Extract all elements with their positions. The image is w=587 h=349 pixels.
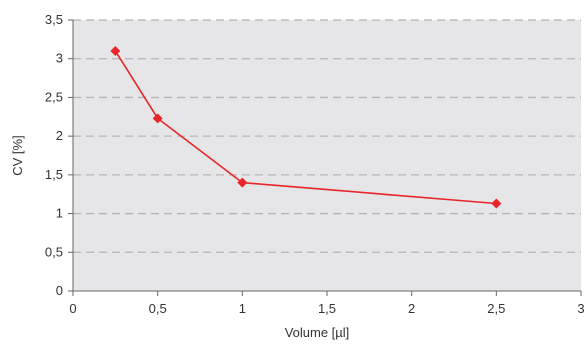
data-point [491,198,502,209]
plot-area [73,20,581,291]
x-tick-label: 3 [577,301,584,316]
x-tick-label: 1,5 [318,301,336,316]
x-axis-title: Volume [µl] [285,325,350,340]
x-tick-label: 0 [69,301,76,316]
series-line [114,50,497,205]
y-tick-label: 3,5 [45,12,63,27]
y-tick-label: 2,5 [45,89,63,104]
series-group [110,45,502,209]
x-tick-label: 0,5 [149,301,167,316]
y-tick-label: 2 [56,128,63,143]
y-axis-ticks: 0 0,5 1 1,5 2 2,5 3 3,5 [45,12,73,298]
data-point [237,177,248,188]
y-tick-label: 1,5 [45,167,63,182]
data-point [110,45,121,56]
y-tick-label: 0,5 [45,244,63,259]
grid-lines [73,19,581,253]
x-tick-label: 2 [408,301,415,316]
y-tick-label: 0 [56,283,63,298]
y-tick-label: 3 [56,51,63,66]
x-axis-ticks: 0 0,5 1 1,5 2 2,5 3 [69,291,585,316]
y-axis-title: CV [%] [10,135,25,175]
y-tick-label: 1 [56,206,63,221]
x-tick-label: 1 [239,301,246,316]
data-point [152,113,163,124]
x-tick-label: 2,5 [487,301,505,316]
